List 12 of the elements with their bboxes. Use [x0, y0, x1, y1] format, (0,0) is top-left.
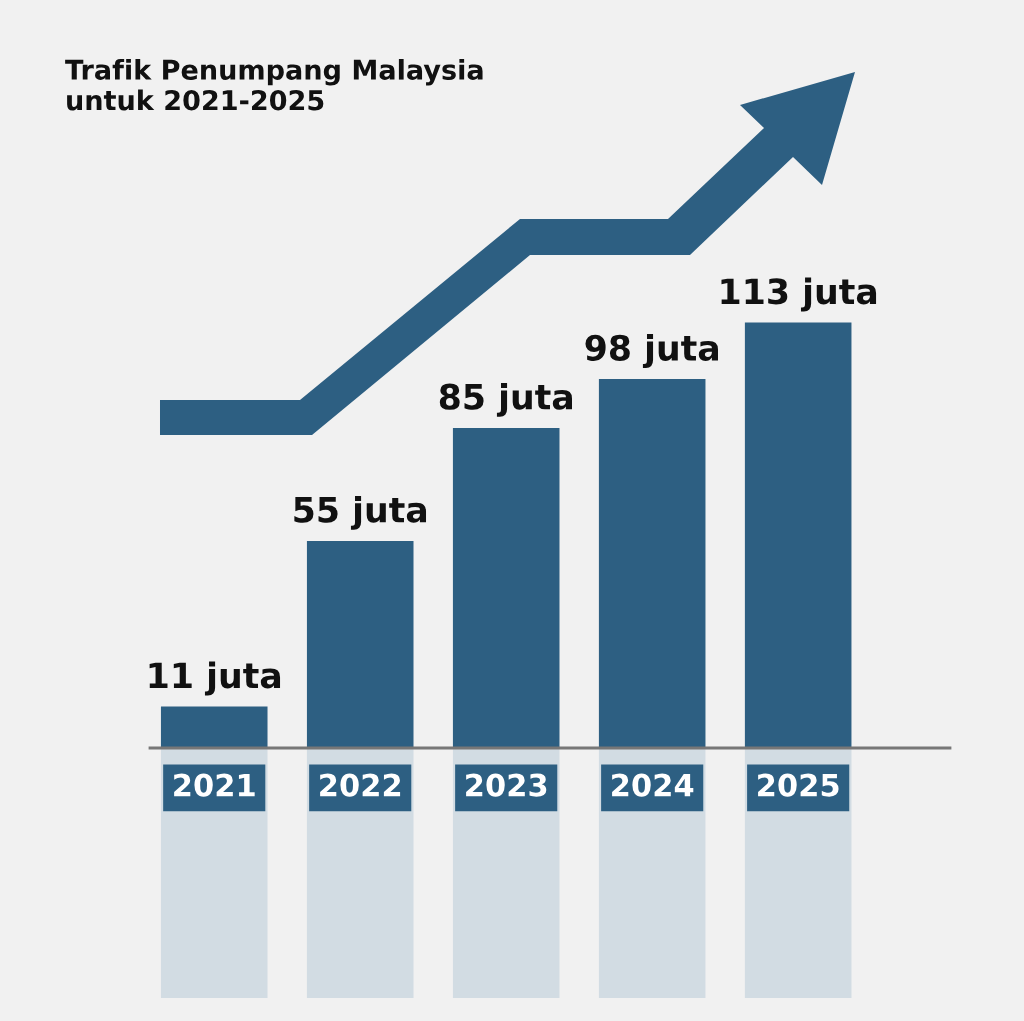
data-label: 98 juta — [585, 334, 718, 368]
x-tick-label: 2024 — [612, 773, 694, 797]
data-label: 113 juta — [721, 277, 877, 312]
x-tick-label: 2023 — [466, 773, 547, 797]
data-label: 85 juta — [439, 382, 573, 417]
data-label: 55 juta — [294, 495, 427, 530]
x-tick-label: 2022 — [320, 773, 401, 797]
data-label: 11 juta — [149, 661, 281, 696]
bar — [160, 706, 268, 748]
x-tick-label: 2021 — [174, 773, 255, 797]
chart-title: Trafik Penumpang Malaysia untuk 2021-2025 — [65, 59, 483, 111]
x-tick-label: 2025 — [758, 773, 839, 797]
